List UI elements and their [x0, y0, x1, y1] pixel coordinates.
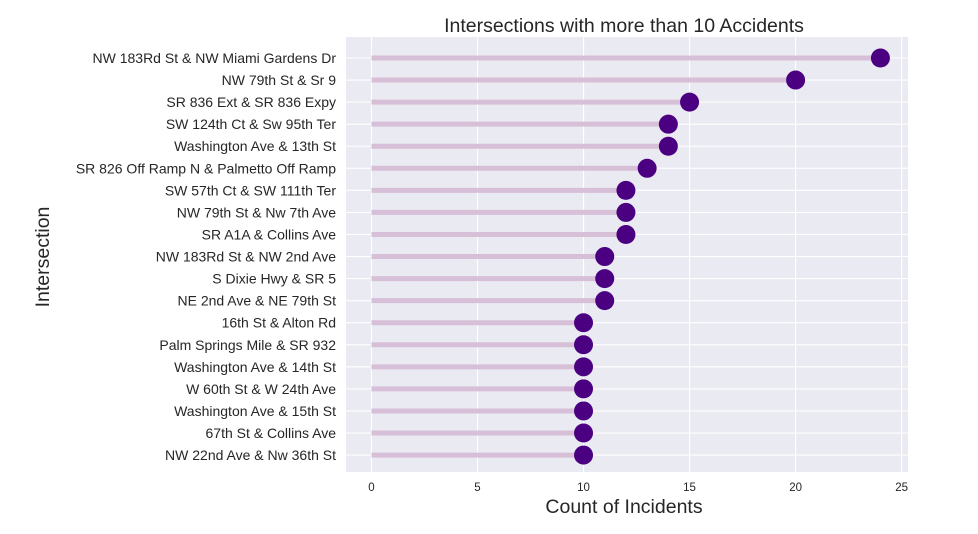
- y-tick-label: NW 183Rd St & NW Miami Gardens Dr: [93, 50, 337, 66]
- marker: [574, 357, 594, 377]
- marker: [870, 48, 890, 68]
- marker: [595, 291, 615, 311]
- y-tick-label: W 60th St & W 24th Ave: [186, 381, 336, 397]
- marker: [595, 247, 615, 267]
- y-tick-label: Washington Ave & 13th St: [174, 138, 336, 154]
- y-tick-label: NW 79th St & Sr 9: [222, 72, 337, 88]
- y-tick-label: SR 826 Off Ramp N & Palmetto Off Ramp: [76, 160, 336, 176]
- x-tick-label: 20: [789, 482, 802, 494]
- x-axis-label: Count of Incidents: [545, 496, 702, 518]
- x-tick-label: 0: [368, 482, 374, 494]
- marker: [637, 158, 657, 178]
- x-tick-label: 25: [895, 482, 908, 494]
- marker: [658, 114, 678, 134]
- y-tick-label: SW 124th Ct & Sw 95th Ter: [166, 116, 336, 132]
- y-tick-label: NE 2nd Ave & NE 79th St: [177, 293, 336, 309]
- y-tick-label: S Dixie Hwy & SR 5: [212, 271, 336, 287]
- marker: [595, 269, 615, 289]
- marker: [658, 136, 678, 156]
- marker: [680, 92, 700, 112]
- chart-title: Intersections with more than 10 Accident…: [444, 15, 804, 37]
- y-tick-label: NW 183Rd St & NW 2nd Ave: [156, 249, 336, 265]
- x-tick-label: 15: [683, 482, 696, 494]
- x-tick-label: 10: [577, 482, 590, 494]
- x-tick-label: 5: [474, 482, 480, 494]
- marker: [574, 379, 594, 399]
- y-tick-label: 16th St & Alton Rd: [222, 315, 336, 331]
- stems: [371, 55, 881, 458]
- y-tick-label: 67th St & Collins Ave: [206, 425, 337, 441]
- y-tick-label: NW 22nd Ave & Nw 36th St: [165, 447, 336, 463]
- y-tick-label: NW 79th St & Nw 7th Ave: [177, 204, 336, 220]
- marker: [574, 423, 594, 443]
- x-tick-labels: 0 5 10 15 20 25: [368, 482, 908, 494]
- marker: [616, 224, 636, 244]
- y-tick-label: Palm Springs Mile & SR 932: [159, 337, 336, 353]
- marker: [616, 202, 636, 222]
- y-tick-label: Washington Ave & 14th St: [174, 359, 336, 375]
- y-tick-label: SW 57th Ct & SW 111th Ter: [165, 182, 337, 198]
- y-tick-label: SR A1A & Collins Ave: [202, 226, 337, 242]
- y-tick-labels: NW 183Rd St & NW Miami Gardens Dr NW 79th…: [76, 50, 336, 463]
- marker: [574, 313, 594, 333]
- y-tick-label: SR 836 Ext & SR 836 Expy: [166, 94, 336, 110]
- y-tick-label: Washington Ave & 15th St: [174, 403, 336, 419]
- y-axis-label: Intersection: [32, 207, 54, 308]
- marker: [574, 445, 594, 465]
- marker: [786, 70, 806, 90]
- marker: [616, 180, 636, 200]
- markers: [574, 48, 890, 465]
- marker: [574, 401, 594, 421]
- marker: [574, 335, 594, 355]
